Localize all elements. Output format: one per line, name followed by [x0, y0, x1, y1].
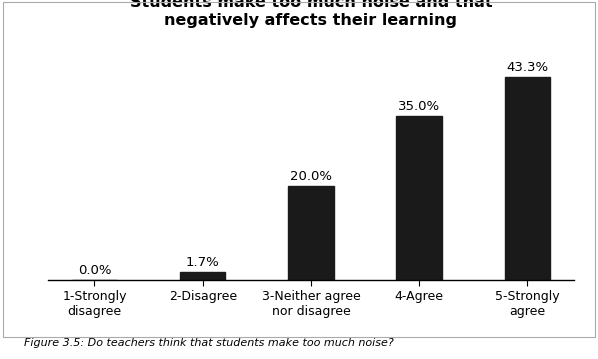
Text: 35.0%: 35.0%	[398, 100, 440, 113]
Bar	[180, 272, 225, 280]
Text: 43.3%: 43.3%	[507, 61, 548, 74]
Title: Students make too much noise and that
negatively affects their learning: Students make too much noise and that ne…	[130, 0, 492, 28]
Bar	[288, 186, 334, 280]
Text: 20.0%: 20.0%	[290, 170, 332, 183]
Text: 1.7%: 1.7%	[186, 256, 219, 269]
Bar	[505, 77, 550, 280]
Bar	[396, 116, 442, 280]
Text: 0.0%: 0.0%	[78, 264, 111, 277]
Text: Figure 3.5: Do teachers think that students make too much noise?: Figure 3.5: Do teachers think that stude…	[24, 338, 393, 348]
